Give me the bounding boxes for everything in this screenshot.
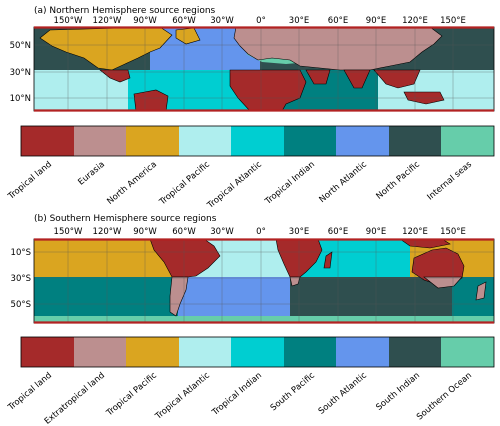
lon-tick: 60°W [172, 16, 196, 26]
panel-a-gridlines [34, 27, 494, 111]
legend-swatch [284, 126, 336, 156]
legend-swatch [74, 126, 126, 156]
lon-tick: 90°W [133, 227, 157, 237]
legend-swatch [389, 126, 441, 156]
legend-swatch [441, 126, 494, 156]
legend-label: South Indian [374, 371, 422, 413]
lon-tick: 150°E [440, 16, 466, 26]
legend-swatch [21, 337, 74, 367]
lon-tick: 150°E [440, 227, 466, 237]
panel-b-colorbar: Tropical land Extratropical land Tropica… [6, 336, 495, 426]
legend-swatch [441, 337, 494, 367]
legend-label: Tropical Pacific [104, 370, 159, 418]
legend-swatch [284, 337, 336, 367]
lon-tick: 90°E [366, 16, 386, 26]
legend-label: South Pacific [269, 370, 317, 413]
legend-label: North Pacific [375, 159, 423, 201]
legend-swatch [74, 337, 126, 367]
south-indian-region [290, 277, 452, 319]
legend-swatch [21, 126, 74, 156]
lat-tick: 30°N [10, 68, 31, 78]
lon-tick: 60°E [328, 227, 348, 237]
legend-swatch [126, 337, 179, 367]
lon-tick: 90°E [366, 227, 386, 237]
legend-label: Internal seas [426, 159, 475, 202]
panel-b-gridlines [34, 239, 494, 323]
legend-label: Tropical Indian [210, 371, 264, 419]
panel-b-lat-ticks: 10°S 30°S 50°S [11, 248, 31, 310]
panel-a-lat-ticks: 50°N 30°N 10°N [10, 41, 31, 104]
legend-swatch [231, 126, 284, 156]
panel-a-colorbar: Tropical land Eurasia North America Trop… [6, 125, 495, 211]
south-america-land [133, 89, 169, 111]
legend-swatch [126, 126, 179, 156]
lon-tick: 0° [256, 16, 266, 26]
legend-swatch [336, 126, 389, 156]
legend-label: North America [105, 160, 159, 207]
lon-tick: 30°E [289, 16, 309, 26]
legend-label: Southern Ocean [415, 371, 474, 423]
south-america-extratropical-land [169, 276, 189, 317]
legend-swatch [389, 337, 441, 367]
legend-swatch [179, 337, 231, 367]
africa-land [229, 69, 307, 111]
lon-tick: 120°W [93, 227, 122, 237]
lon-tick: 150°W [54, 16, 83, 26]
north-america-region [39, 27, 173, 71]
lat-tick: 50°S [11, 300, 31, 310]
lon-tick: 30°W [210, 227, 234, 237]
lon-tick: 0° [256, 227, 266, 237]
legend-label: Tropical land [6, 160, 54, 203]
india-land [343, 69, 371, 89]
legend-swatch [231, 337, 284, 367]
lon-tick: 120°W [93, 16, 122, 26]
legend-label: Eurasia [76, 160, 107, 188]
legend-label: Tropical Atlantic [205, 159, 264, 211]
lat-tick: 50°N [10, 41, 31, 51]
southeast-asia-land [373, 69, 421, 89]
south-america-tropical-land [149, 239, 221, 278]
legend-swatch [336, 337, 389, 367]
central-america-land [99, 69, 131, 83]
lon-tick: 60°E [328, 16, 348, 26]
panel-a-map [33, 26, 495, 112]
legend-label: North Atlantic [317, 159, 369, 205]
panel-b-map [33, 238, 495, 324]
lon-tick: 30°W [210, 16, 234, 26]
legend-label: Tropical Pacific [157, 159, 212, 207]
legend-swatch [179, 126, 231, 156]
panel-b-title: (b) Southern Hemisphere source regions [34, 214, 217, 224]
lat-tick: 10°S [11, 248, 31, 258]
southern-ocean-region [34, 316, 494, 323]
africa-extratropical-land [289, 276, 301, 287]
legend-label: South Atlantic [317, 370, 369, 416]
panel-b-lon-ticks: 150°W 120°W 90°W 60°W 30°W 0° 30°E 60°E … [54, 227, 466, 237]
panel-a-lon-ticks: 150°W 120°W 90°W 60°W 30°W 0° 30°E 60°E … [54, 16, 466, 26]
new-zealand [475, 281, 487, 301]
australia-extratropical-land [423, 276, 463, 289]
south-atlantic-region [178, 277, 290, 319]
lat-tick: 30°S [11, 274, 31, 284]
lon-tick: 30°E [289, 227, 309, 237]
arabia-land [305, 69, 331, 85]
lat-tick: 10°N [10, 94, 31, 104]
maritime-continent-land [399, 239, 451, 249]
panel-b: (b) Southern Hemisphere source regions [6, 214, 495, 426]
lon-tick: 60°W [172, 227, 196, 237]
lon-tick: 120°E [402, 16, 428, 26]
legend-label: Tropical Indian [263, 160, 317, 208]
legend-label: Tropical land [6, 371, 54, 414]
madagascar [323, 251, 333, 269]
legend-label: Tropical Atlantic [153, 370, 212, 422]
panel-a-title: (a) Northern Hemisphere source regions [34, 6, 216, 16]
panel-a: (a) Northern Hemisphere source regions [6, 6, 495, 211]
lon-tick: 120°E [402, 227, 428, 237]
lon-tick: 150°W [54, 227, 83, 237]
lon-tick: 90°W [133, 16, 157, 26]
